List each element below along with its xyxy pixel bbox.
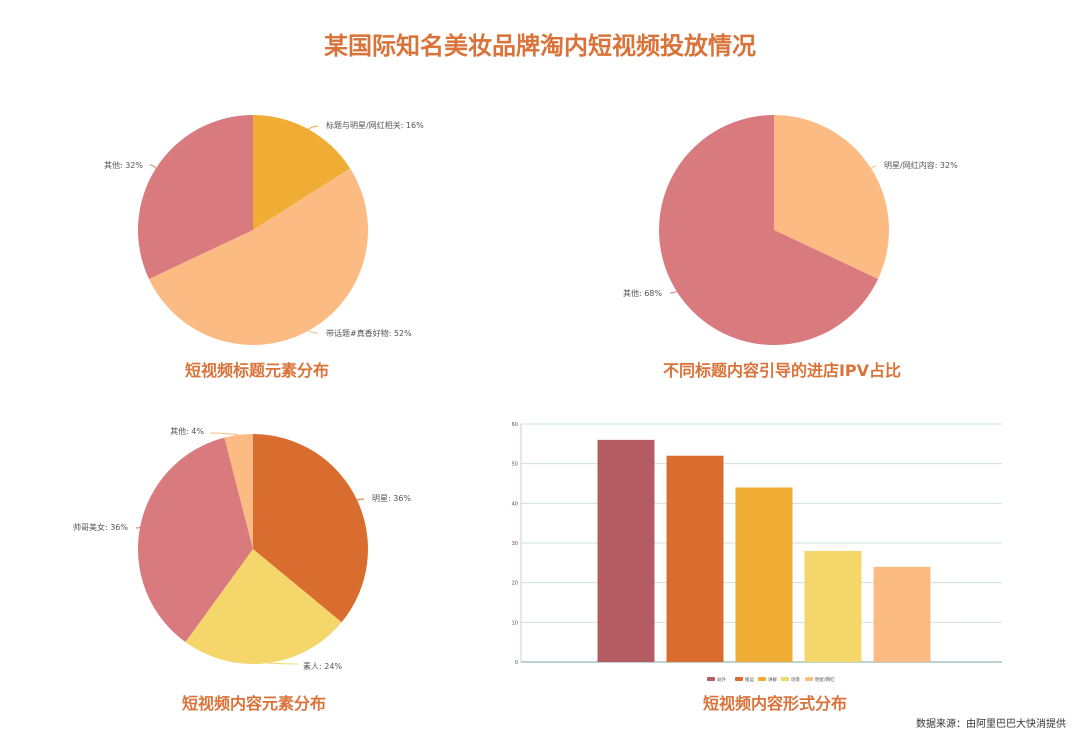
bar-4 bbox=[873, 566, 931, 662]
pie2-label-0: 明星/网红内容: 32% bbox=[884, 160, 958, 170]
pie1-slice-1 bbox=[148, 168, 368, 345]
pie3-leader-0 bbox=[356, 498, 365, 501]
pie3-label-3: 其他: 4% bbox=[170, 426, 204, 436]
bar-legend-swatch-1 bbox=[735, 677, 743, 681]
bar-2 bbox=[735, 487, 793, 662]
bar-3 bbox=[804, 550, 862, 662]
pie3-label-1: 素人: 24% bbox=[303, 661, 342, 671]
bar-legend-swatch-4 bbox=[805, 677, 813, 681]
pie3-slice-0 bbox=[253, 434, 368, 623]
bar-ytick-2: 20 bbox=[512, 581, 518, 587]
pie1-label-2: 其他: 32% bbox=[104, 160, 143, 170]
bar-title: 短视频内容形式分布 bbox=[702, 694, 847, 713]
bar-ytick-3: 30 bbox=[512, 541, 518, 547]
pie2-leader-0 bbox=[870, 165, 877, 169]
bar-legend-label-1: 搬运 bbox=[745, 676, 754, 683]
bar-ytick-4: 40 bbox=[512, 501, 518, 507]
bar-ytick-6: 60 bbox=[512, 422, 518, 428]
pie3-slice-1 bbox=[185, 549, 342, 665]
pie3-leader-3 bbox=[209, 432, 239, 436]
bar-legend-label-3: 场景 bbox=[791, 676, 800, 683]
pie1-slice-0 bbox=[253, 114, 351, 230]
pie2-title: 不同标题内容引导的进店IPV占比 bbox=[662, 361, 902, 380]
bar-legend-label-2: 讲解 bbox=[768, 676, 777, 683]
bar-0 bbox=[597, 439, 655, 662]
pie1-leader-1 bbox=[308, 330, 319, 334]
bar-ytick-1: 10 bbox=[512, 620, 518, 626]
bar-ytick-5: 50 bbox=[512, 462, 518, 468]
pie1-title: 短视频标题元素分布 bbox=[184, 361, 329, 380]
bar-legend-swatch-2 bbox=[758, 677, 766, 681]
source-note: 数据来源：由阿里巴巴大快消提供 bbox=[916, 719, 1066, 730]
pie2-slice-1 bbox=[659, 115, 879, 345]
bar-legend-swatch-3 bbox=[781, 677, 789, 681]
bar-1 bbox=[666, 455, 724, 662]
pie3-slice-3 bbox=[224, 434, 253, 549]
pie3-leader-1 bbox=[267, 662, 299, 665]
pie1-label-1: 带话题#真香好物: 52% bbox=[326, 328, 412, 338]
pie2-leader-1 bbox=[669, 291, 678, 294]
bar-legend-swatch-0 bbox=[707, 677, 715, 681]
pie1-label-0: 标题与明星/网红相关: 16% bbox=[326, 120, 424, 130]
pie3-label-0: 明星: 36% bbox=[372, 494, 411, 503]
bar-legend-label-4: 明星/网红 bbox=[815, 676, 835, 683]
pie3-slice-2 bbox=[137, 437, 253, 643]
pie1-slice-2 bbox=[137, 114, 253, 279]
pie1-leader-2 bbox=[149, 164, 157, 169]
pie3-leader-2 bbox=[135, 527, 141, 529]
pie2-label-1: 其他: 68% bbox=[623, 288, 662, 298]
page-title: 某国际知名美妆品牌淘内短视频投放情况 bbox=[324, 32, 756, 60]
pie3-title: 短视频内容元素分布 bbox=[181, 694, 326, 713]
bar-ytick-0: 0 bbox=[515, 660, 518, 666]
bar-legend-label-0: 站外 bbox=[717, 676, 726, 683]
pie1-leader-0 bbox=[308, 125, 319, 130]
pie2-slice-0 bbox=[774, 115, 890, 279]
pie3-label-2: 帅哥美女: 36% bbox=[73, 522, 128, 532]
